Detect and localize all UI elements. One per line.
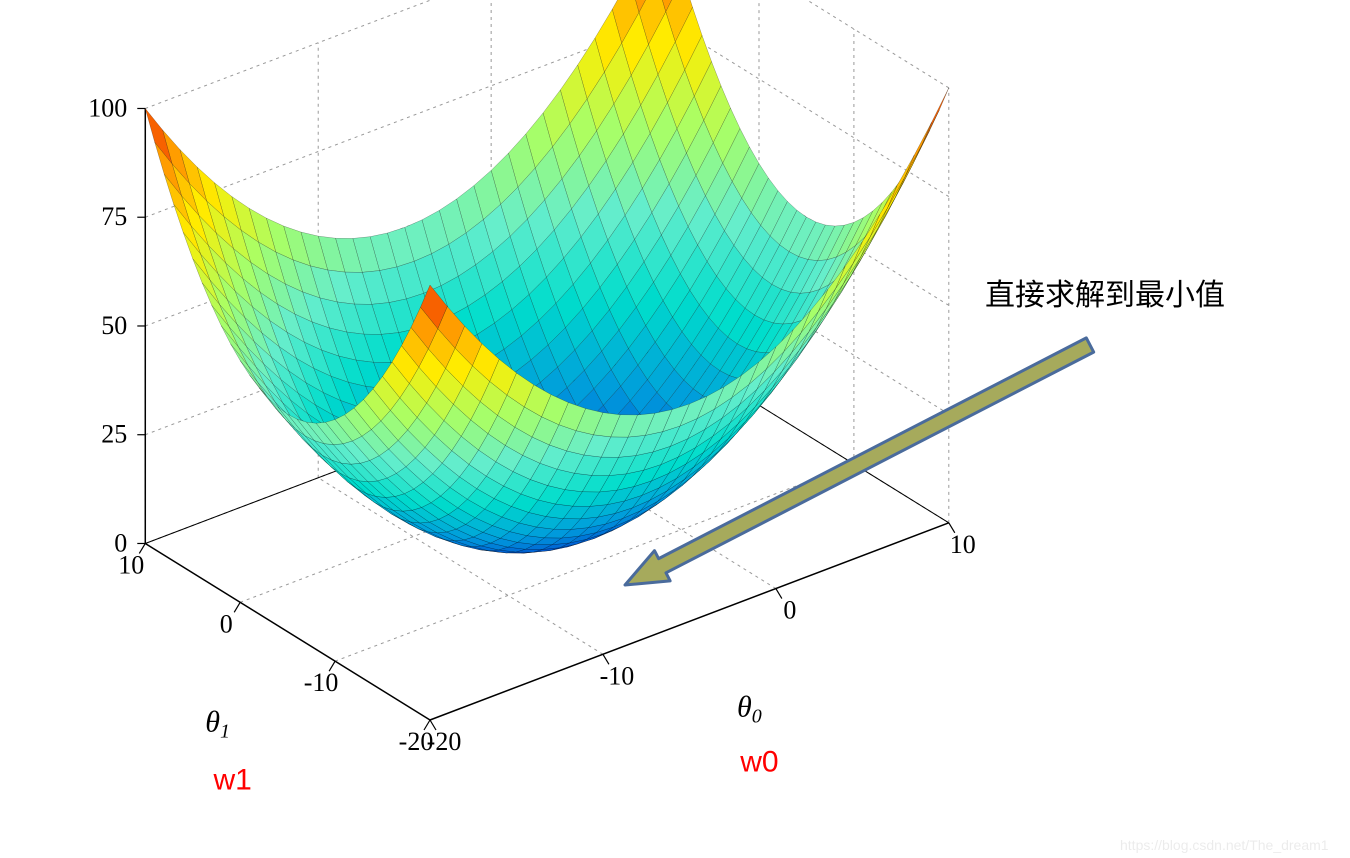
svg-text:0: 0 — [220, 609, 233, 638]
surface-plot: 0255075100-20-10010-20-10010θ0θ1w0w1直接求解… — [0, 0, 1350, 858]
svg-text:25: 25 — [101, 420, 127, 449]
watermark: https://blog.csdn.net/The_dream1 — [1120, 837, 1329, 853]
svg-text:100: 100 — [88, 93, 127, 122]
svg-text:10: 10 — [950, 530, 976, 559]
svg-text:50: 50 — [101, 311, 127, 340]
x-axis-label: θ0 — [737, 690, 762, 727]
svg-text:-20: -20 — [399, 727, 434, 756]
annotation-text: 直接求解到最小值 — [985, 279, 1225, 312]
svg-text:0: 0 — [783, 596, 796, 625]
svg-text:-10: -10 — [304, 668, 339, 697]
y-axis-label: θ1 — [205, 706, 230, 743]
svg-text:-10: -10 — [600, 661, 635, 690]
w0-label: w0 — [739, 745, 778, 778]
svg-text:10: 10 — [118, 550, 144, 579]
w1-label: w1 — [212, 764, 251, 797]
svg-text:75: 75 — [101, 202, 127, 231]
